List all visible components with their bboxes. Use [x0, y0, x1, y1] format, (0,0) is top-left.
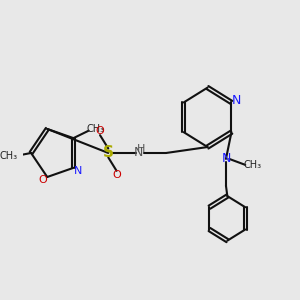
- Text: CH₃: CH₃: [0, 151, 17, 161]
- Text: N: N: [221, 152, 231, 165]
- Text: O: O: [39, 175, 47, 185]
- Text: N: N: [134, 146, 143, 160]
- Text: N: N: [74, 166, 82, 176]
- Text: N: N: [232, 94, 241, 106]
- Text: O: O: [112, 170, 121, 180]
- Text: S: S: [103, 146, 114, 160]
- Text: O: O: [96, 126, 104, 136]
- Text: CH₃: CH₃: [243, 160, 261, 170]
- Text: CH₃: CH₃: [86, 124, 105, 134]
- Text: H: H: [136, 143, 145, 154]
